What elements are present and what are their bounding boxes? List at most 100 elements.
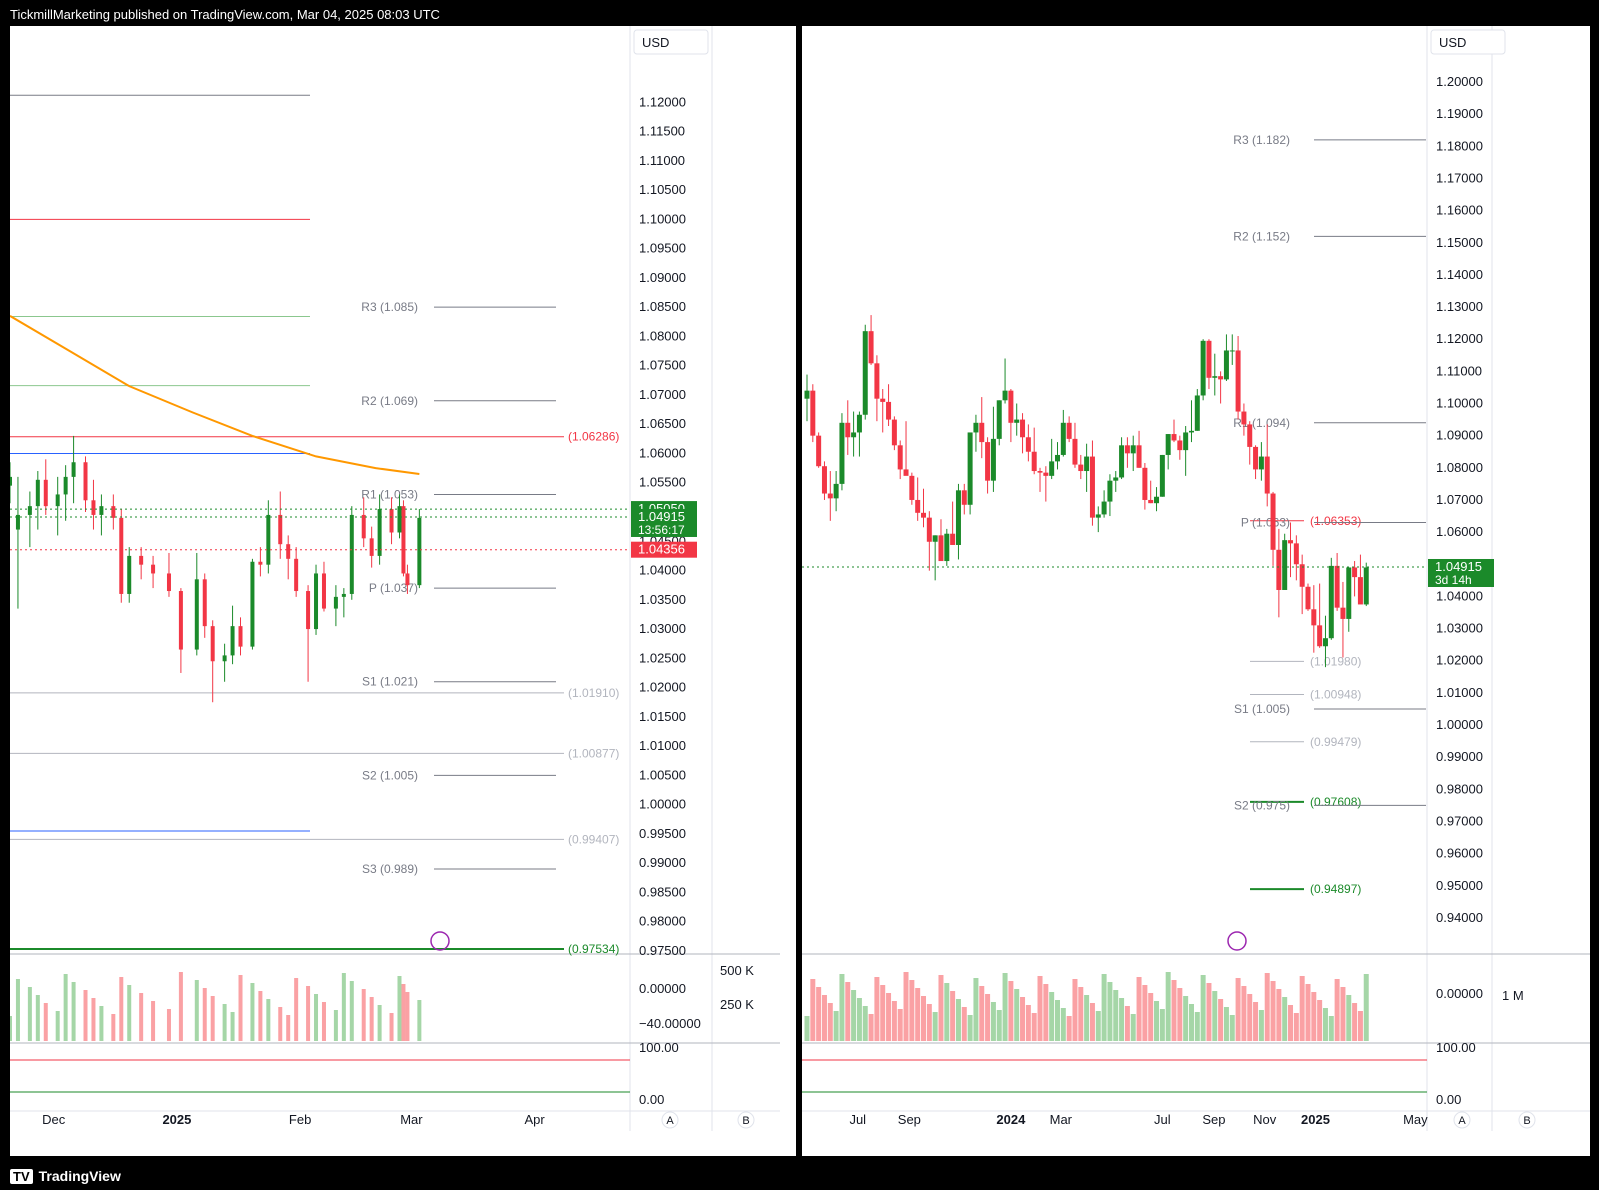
y-tick-label: 1.06000 <box>1436 524 1483 539</box>
scale-button-a <box>661 1111 679 1129</box>
x-tick-label: Sep <box>898 1112 921 1127</box>
candle-body <box>321 573 326 609</box>
right-chart-svg[interactable]: USD 1.20000 1.19000 1.18000 1.17000 1.16000 1.… <box>802 26 1590 1156</box>
volume-bar <box>111 1014 116 1041</box>
right-chart-panel[interactable]: USD 1.20000 1.19000 1.18000 1.17000 1.16000 1.… <box>802 26 1590 1156</box>
volume-bar <box>839 974 845 1041</box>
volume-bar <box>1188 1004 1194 1041</box>
price-tag-countdown: 3d 14h <box>1435 573 1472 587</box>
volume-bar <box>897 1009 903 1041</box>
candle-body <box>238 626 243 647</box>
y-tick-label: 1.08500 <box>639 299 686 314</box>
volume-bar <box>238 975 243 1041</box>
x-tick-label: Sep <box>1202 1112 1225 1127</box>
candle-body <box>1352 567 1358 578</box>
x-tick-label: May <box>1403 1112 1428 1127</box>
candle-body <box>1188 430 1194 433</box>
volume-bar <box>1043 984 1049 1041</box>
price-tag <box>1428 558 1494 587</box>
y-tick-label: 1.14000 <box>1436 267 1483 282</box>
volume-bar <box>1247 994 1253 1041</box>
candle-body <box>1119 445 1125 478</box>
y-tick-label: 0.97000 <box>1436 813 1483 828</box>
scale-button-a <box>1453 1111 1471 1129</box>
y-tick-label: 1.06500 <box>639 416 686 431</box>
candle-body <box>1357 577 1363 605</box>
y-tick-label: 0.97500 <box>639 943 686 958</box>
candle-body <box>932 535 938 542</box>
publish-header: TickmillMarketing published on TradingVi… <box>10 7 440 22</box>
volume-bar <box>1223 1007 1229 1041</box>
left-chart-svg[interactable]: USD 1.12000 1.11500 1.11000 1.10500 1.10000 1.… <box>10 26 796 1156</box>
candle-body <box>389 509 394 533</box>
candle-body <box>1072 438 1078 465</box>
volume-bar <box>868 1014 874 1041</box>
candle-body <box>804 390 810 399</box>
pivot-label: R1 (1.053) <box>361 487 418 501</box>
y-tick-label: 0.99000 <box>1436 749 1483 764</box>
candle-body <box>55 494 60 507</box>
y-tick-label: 1.03000 <box>639 621 686 636</box>
volume-bar <box>1258 1010 1264 1041</box>
tradingview-brand[interactable]: TradingView <box>38 1168 121 1184</box>
volume-bar <box>1241 986 1247 1041</box>
candle-body <box>874 363 880 399</box>
y-tick-label: 1.01000 <box>1436 685 1483 700</box>
level-label: (0.94897) <box>1310 882 1361 896</box>
volume-bar <box>1311 992 1317 1041</box>
tradingview-footer[interactable]: TV TradingView <box>10 1168 121 1184</box>
indicator-label: 0.00 <box>1436 1092 1461 1107</box>
volume-bar <box>903 972 909 1041</box>
candle-body <box>294 558 299 592</box>
y-tick-label: 0.98000 <box>1436 781 1483 796</box>
candle-body <box>1194 395 1200 431</box>
x-tick-label: Jul <box>1154 1112 1171 1127</box>
volume-bar <box>985 994 991 1041</box>
candle-body <box>810 390 816 436</box>
x-tick-label: 2024 <box>996 1112 1026 1127</box>
indicator-label: 250 K <box>720 997 754 1012</box>
volume-bar <box>891 1001 897 1041</box>
volume-bar <box>1084 995 1090 1041</box>
candle-body <box>1054 454 1060 462</box>
volume-bar <box>1031 1013 1037 1041</box>
volume-bar <box>333 1010 338 1041</box>
y-tick-label: 1.18000 <box>1436 138 1483 153</box>
currency-button <box>633 29 709 55</box>
y-tick-label: 1.00500 <box>639 767 686 782</box>
volume-bar <box>1253 1002 1259 1041</box>
candle-body <box>230 626 235 656</box>
y-tick-label: 0.98500 <box>639 884 686 899</box>
volume-bar <box>1119 998 1125 1041</box>
volume-bar <box>1363 974 1369 1041</box>
volume-bar <box>15 979 20 1041</box>
candle-body <box>1270 493 1276 550</box>
price-tag-value: 1.04915 <box>638 509 685 524</box>
volume-bar <box>921 996 927 1041</box>
volume-bar <box>938 975 944 1041</box>
candle-body <box>27 506 32 515</box>
level-label: (1.01910) <box>568 686 619 700</box>
candle-body <box>938 535 944 562</box>
y-tick-label: 1.02000 <box>639 680 686 695</box>
candle-body <box>1008 390 1014 423</box>
volume-bar <box>1282 997 1288 1041</box>
left-chart-panel[interactable]: USD 1.12000 1.11500 1.11000 1.10500 1.10000 1.… <box>10 26 796 1156</box>
volume-bar <box>250 983 255 1041</box>
price-tag <box>631 541 697 558</box>
volume-bar <box>127 985 132 1041</box>
candle-body <box>361 514 366 539</box>
indicator-label: 100.00 <box>1436 1040 1476 1055</box>
candle-body <box>1066 422 1072 439</box>
volume-bar <box>278 1007 283 1041</box>
volume-bar <box>63 974 68 1041</box>
volume-bar <box>27 987 32 1041</box>
candle-body <box>1089 456 1095 518</box>
volume-bar <box>1113 990 1119 1041</box>
x-tick-label: Apr <box>524 1112 545 1127</box>
level-label: (1.06353) <box>1310 514 1361 528</box>
candle-body <box>286 544 291 559</box>
y-tick-label: 1.10500 <box>639 182 686 197</box>
volume-bar <box>915 988 921 1041</box>
candle-body <box>985 442 991 481</box>
